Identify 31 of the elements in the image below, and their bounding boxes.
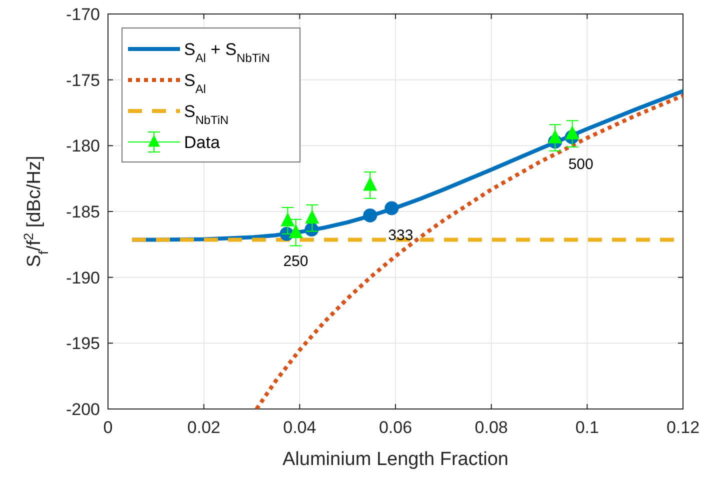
y-tick-label: -200 [66,400,100,419]
y-tick-label: -190 [66,268,100,288]
point [280,212,295,226]
annotation: 250 [283,252,308,270]
y-tick-label: -180 [66,136,100,156]
x-tick-label: 0.04 [283,418,316,437]
x-tick-label: 0.1 [575,418,599,437]
x-tick-label: 0.02 [187,418,220,437]
point [363,208,378,222]
point [305,210,320,224]
point [288,224,303,238]
legend-label: Data [184,133,220,152]
x-axis-title: Aluminium Length Fraction [282,449,508,470]
x-tick-label: 0.08 [474,418,508,437]
legend-label: S$_{Al}$ + S$_{NbTiN}$ [184,40,270,65]
point [548,129,562,144]
annotation: 333 [388,227,414,244]
x-tick-label: 0.06 [378,418,412,437]
y-tick-label: -175 [66,70,100,90]
point [565,125,580,140]
point [363,176,378,191]
legend-label: S$_{NbTiN}$ [184,102,229,127]
point [384,201,399,216]
y-tick-label: -170 [66,5,100,24]
legend-label: S$_{Al}$ [184,71,206,96]
y-tick-label: -185 [66,202,100,222]
x-tick-label: 0 [103,418,113,437]
x-tick-label: 0.12 [666,418,700,437]
annotation: 500 [568,156,594,174]
y-tick-label: -195 [66,334,100,354]
line-series [254,94,683,409]
